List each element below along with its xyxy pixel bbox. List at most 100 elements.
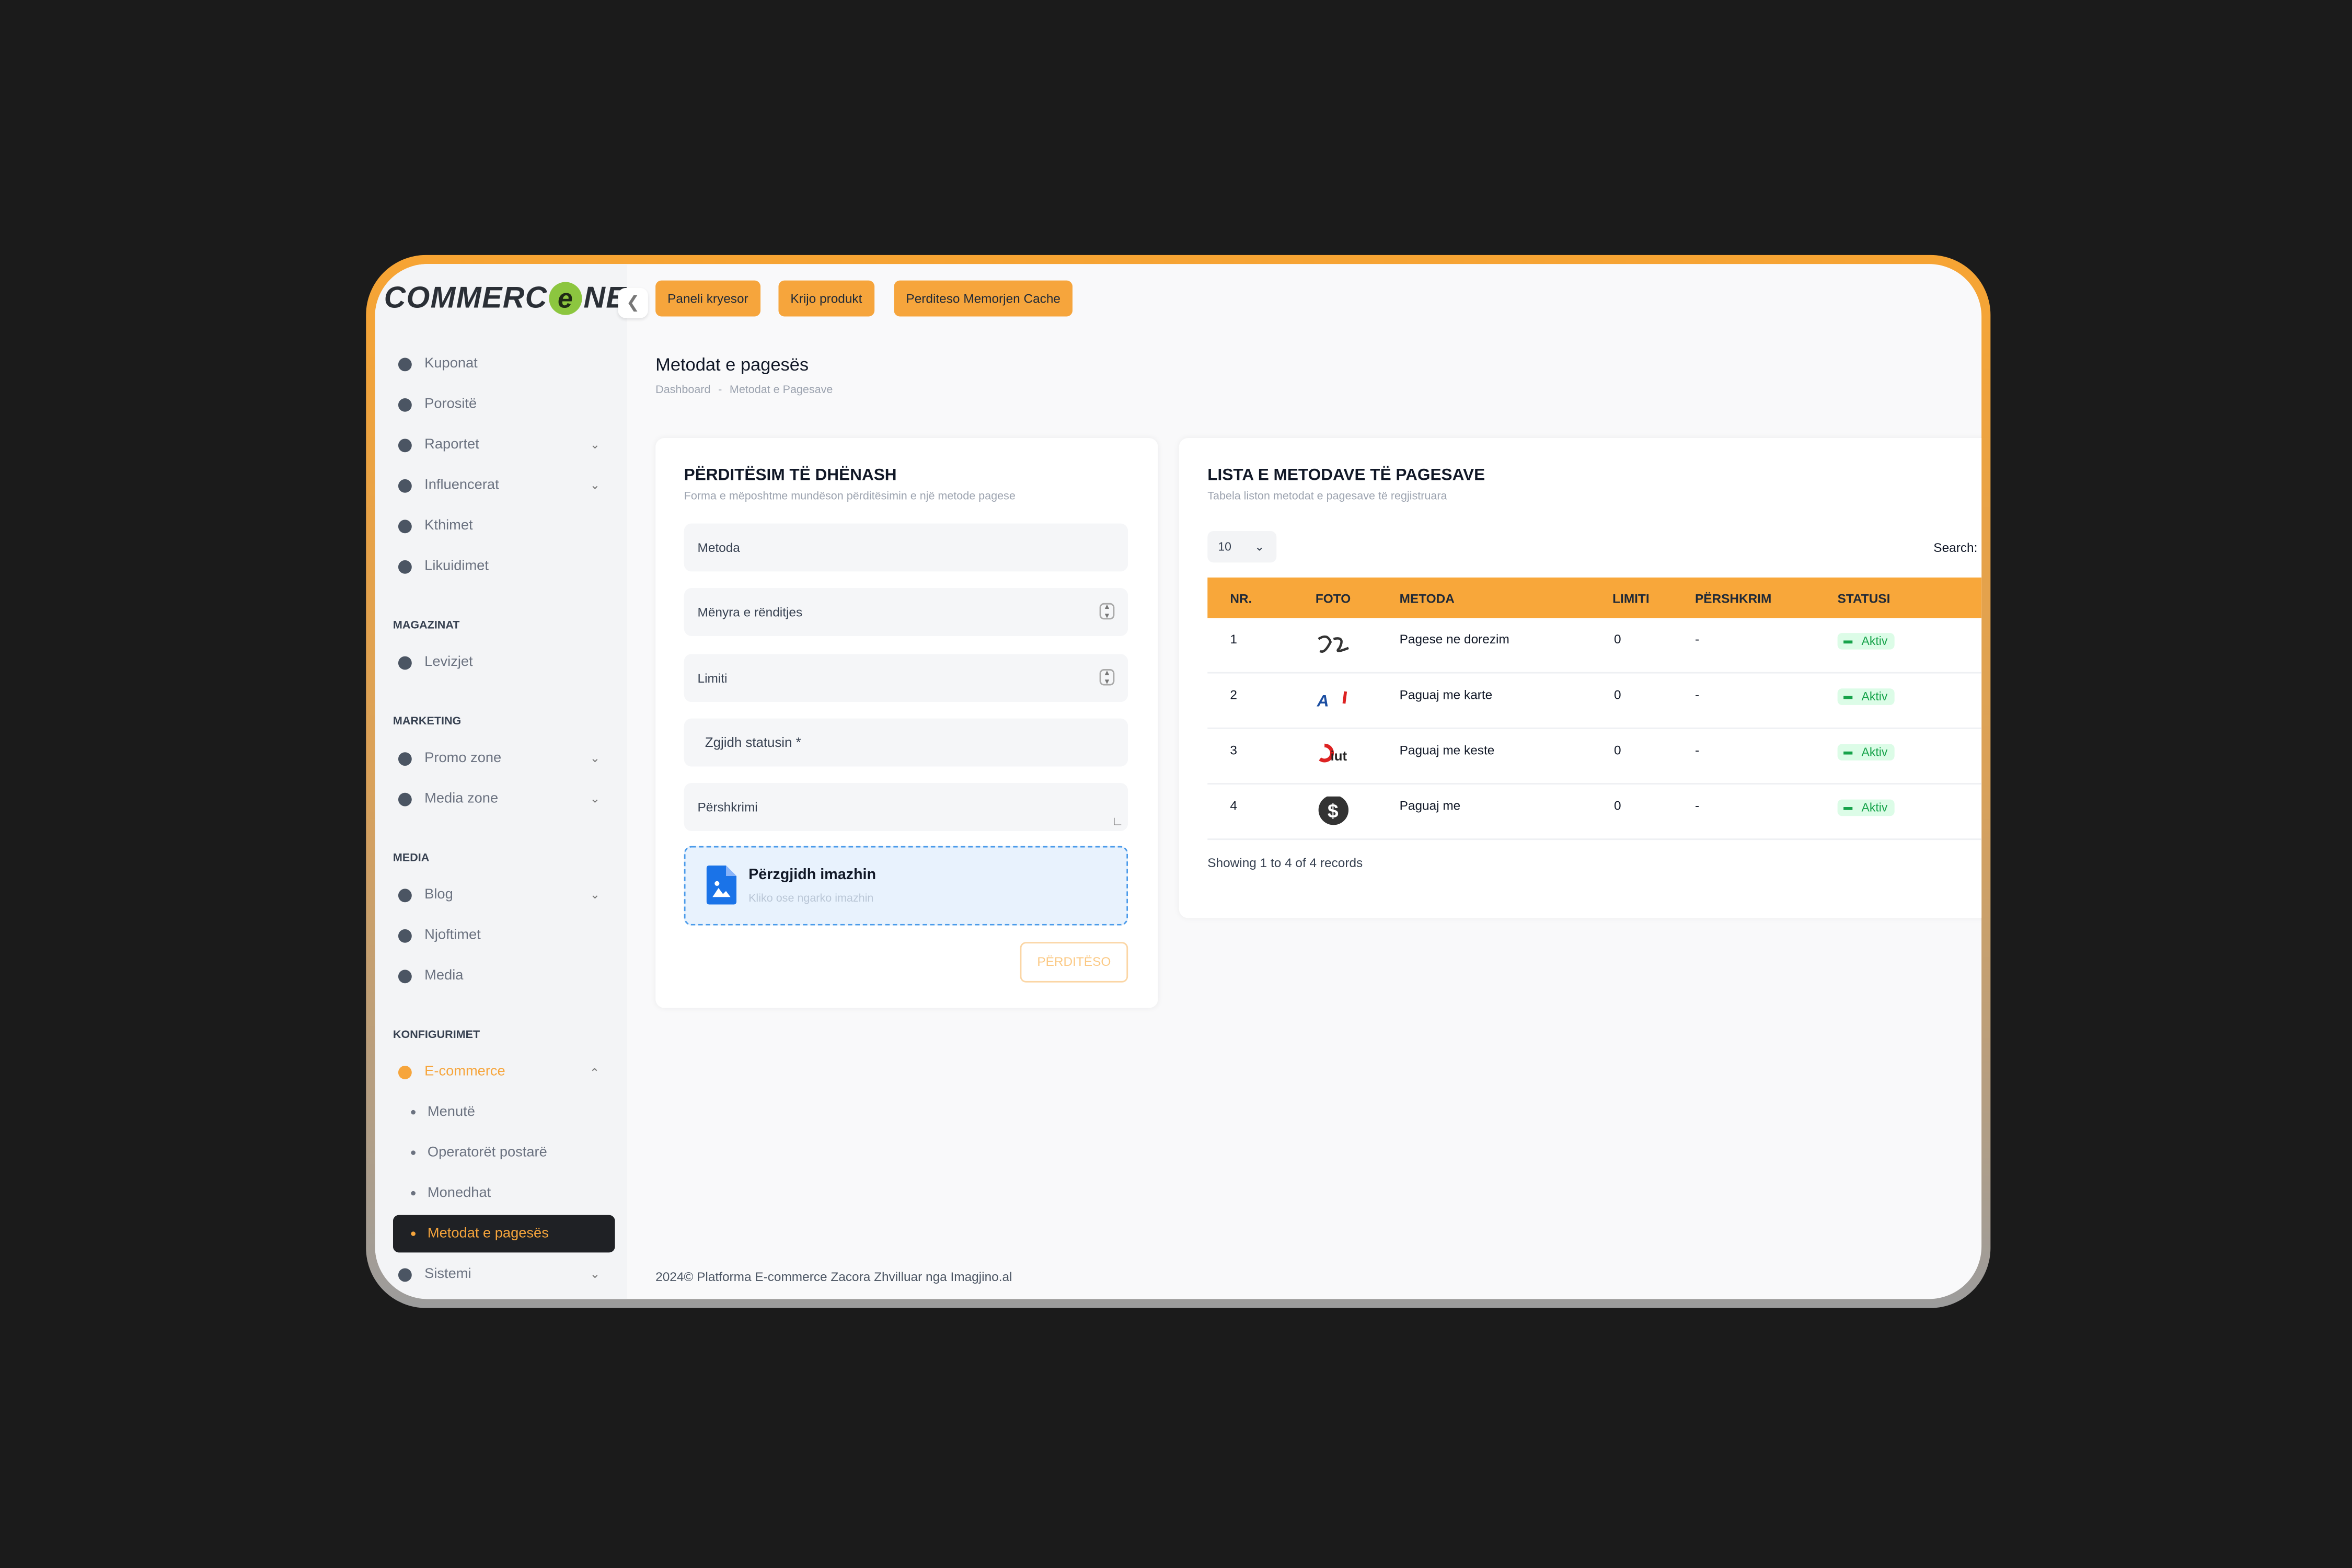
nav-item[interactable]: Njoftimet [393,915,615,955]
nav-label: Likuidimet [424,558,489,575]
cell-nr: 3 [1230,742,1237,758]
nav-item[interactable]: Sistemi ⌄ [393,1254,615,1294]
status-badge: Aktiv [1837,799,1895,816]
nav-item[interactable]: Media zone ⌄ [393,778,615,818]
svg-text:$: $ [1328,800,1339,822]
cell-limit: 0 [1614,742,1621,758]
nav-subitem[interactable]: Menutë [393,1092,615,1132]
nav-item[interactable]: Kuponat [393,343,615,384]
nav-item[interactable]: E-commerce ⌄ [393,1052,615,1092]
nav-subitem[interactable]: Monedhat [393,1173,615,1213]
page-size-select[interactable]: 10 ⌄ [1207,531,1277,563]
nav-item[interactable]: Influencerat ⌄ [393,465,615,505]
column-header[interactable]: PËRSHKRIM [1694,591,1772,606]
input-field[interactable]: Mënyra e rënditjes ▲ ▼ [684,588,1128,636]
top-button[interactable]: Krijo produkt [778,280,874,317]
column-header[interactable]: NR. [1230,591,1252,606]
screen: Kuponat Porositë Raportet ⌄ Influencerat ⌄ Kth… [375,264,1982,1299]
column-header[interactable]: METODA [1399,591,1455,606]
nav-icon [398,889,412,903]
nav-icon [398,792,412,806]
status-badge: Aktiv [1837,688,1895,705]
logo-image: $ [1318,795,1349,825]
logo: COMMERC e NE [384,282,627,317]
status-badge: Aktiv [1837,633,1895,650]
status-badge: Aktiv [1837,744,1895,761]
nav-heading: MEDIA [393,850,430,864]
input-field[interactable]: Përshkrimi ∟ [684,783,1128,831]
nav-icon [398,1066,412,1079]
nav-item[interactable]: Media [393,955,615,996]
upload-zone[interactable]: Përzgjidh imazhin Kliko ose ngarko imazh… [684,846,1128,926]
method-logo: iut [1316,741,1355,774]
cell-description: - [1694,631,1700,647]
cell-description: - [1694,798,1700,813]
nav-icon [398,656,412,670]
table: NR. FOTO METODA LIMITI PËRSHKRIM STATUSI 1 Page… [1207,577,1982,840]
logo-image: iut [1319,743,1347,764]
upload-title: Përzgjidh imazhin [748,867,877,884]
logo-text: COMMERC [384,282,548,315]
table-info: Showing 1 to 4 of 4 records [1207,855,1363,870]
collapse-button[interactable]: ❮ [618,288,648,318]
cell-description: - [1694,687,1700,702]
nav-icon [398,929,412,943]
nav-label: Blog [424,886,453,903]
nav-icon [398,439,412,453]
nav-heading: KONFIGURIMET [393,1027,480,1041]
input-field[interactable]: Metoda [684,523,1128,572]
nav-label: E-commerce [424,1063,505,1080]
input-field[interactable]: Limiti ▲ ▼ [684,654,1128,702]
device-frame: Kuponat Porositë Raportet ⌄ Influencerat ⌄ Kth… [366,255,1991,1308]
nav-item[interactable]: Kthimet [393,505,615,546]
input-field[interactable]: Zgjidh statusin * [684,718,1128,767]
resize-handle: ∟ [1112,814,1124,828]
nav-icon [398,520,412,534]
top-button[interactable]: Paneli kryesor [655,280,760,317]
cell-limit: 0 [1614,631,1621,647]
nav-item[interactable]: Porositë [393,384,615,424]
cell-method: Pagese ne dorezim [1399,631,1509,647]
nav-item[interactable]: Likuidimet [393,546,615,586]
table-row: 2 A Paguaj me karte 0 - Aktiv [1207,674,1982,729]
column-header[interactable]: FOTO [1315,591,1351,606]
nav-label: Media zone [424,790,499,808]
column-header[interactable]: STATUSI [1837,591,1890,606]
cell-method: Paguaj me [1399,798,1461,813]
upload-hint: Kliko ose ngarko imazhin [748,891,874,905]
cell-limit: 0 [1614,798,1621,813]
footer: 2024© Platforma E-commerce Zacora Zhvill… [655,1269,1012,1284]
table-title: LISTA E METODAVE TË PAGESAVE [1207,466,1485,485]
cell-method: Paguaj me keste [1399,742,1495,758]
nav-icon [398,479,412,493]
nav-item[interactable]: Raportet ⌄ [393,424,615,465]
nav-icon [398,398,412,412]
nav-item[interactable]: Blog ⌄ [393,874,615,915]
top-button[interactable]: Perditeso Memorjen Cache [894,280,1073,317]
nav-label: Njoftimet [424,927,481,944]
table-row: 4 $ Paguaj me 0 - Aktiv [1207,785,1982,840]
form-title: PËRDITËSIM TË DHËNASH [684,466,897,485]
method-logo: A [1316,686,1355,719]
breadcrumb: Dashboard - Metodat e Pagesave [655,382,833,396]
breadcrumb-link[interactable]: Dashboard [655,382,711,396]
chevron: ⌄ [590,751,600,765]
submit-button[interactable]: PËRDITËSO [1020,942,1128,983]
cell-nr: 2 [1230,687,1237,702]
form-card: PËRDITËSIM TË DHËNASH Forma e mëposhtme … [655,438,1158,1008]
table-row: 1 Pagese ne dorezim 0 - Aktiv [1207,618,1982,674]
column-header[interactable]: LIMITI [1612,591,1650,606]
nav-label: Raportet [424,436,479,453]
table-subtitle: Tabela liston metodat e pagesave të regj… [1207,489,1447,503]
cell-nr: 4 [1230,798,1237,813]
nav-label: Promo zone [424,750,502,767]
sidebar-nav: Kuponat Porositë Raportet ⌄ Influencerat ⌄ Kth… [393,336,615,1296]
nav-icon [398,752,412,766]
nav-subitem[interactable]: Operatorët postarë [393,1133,615,1173]
logo-mark: e [549,282,582,315]
sidebar: Kuponat Porositë Raportet ⌄ Influencerat ⌄ Kth… [375,264,648,1299]
nav-subitem[interactable]: Metodat e pagesës [393,1215,615,1253]
sidebar-header [375,264,627,342]
nav-item[interactable]: Levizjet [393,642,615,682]
nav-item[interactable]: Promo zone ⌄ [393,738,615,778]
